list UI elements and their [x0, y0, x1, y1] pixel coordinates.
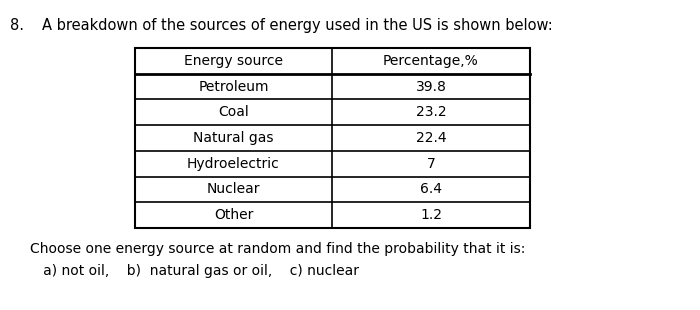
Text: A breakdown of the sources of energy used in the US is shown below:: A breakdown of the sources of energy use…: [42, 18, 553, 33]
Text: 39.8: 39.8: [416, 80, 447, 94]
Text: 1.2: 1.2: [420, 208, 442, 222]
Text: Energy source: Energy source: [184, 54, 283, 68]
Text: Coal: Coal: [218, 105, 249, 119]
Text: Natural gas: Natural gas: [193, 131, 274, 145]
Text: 22.4: 22.4: [416, 131, 447, 145]
Text: Percentage,%: Percentage,%: [383, 54, 479, 68]
Text: 23.2: 23.2: [416, 105, 447, 119]
Text: Petroleum: Petroleum: [198, 80, 269, 94]
Text: Nuclear: Nuclear: [206, 182, 260, 197]
Text: Other: Other: [214, 208, 253, 222]
Text: a) not oil,    b)  natural gas or oil,    c) nuclear: a) not oil, b) natural gas or oil, c) nu…: [30, 264, 359, 278]
Text: 8.: 8.: [10, 18, 24, 33]
Text: Choose one energy source at random and find the probability that it is:: Choose one energy source at random and f…: [30, 242, 526, 256]
Text: 7: 7: [426, 157, 435, 171]
Text: 6.4: 6.4: [420, 182, 442, 197]
Bar: [135, 48, 530, 228]
Text: Hydroelectric: Hydroelectric: [187, 157, 280, 171]
